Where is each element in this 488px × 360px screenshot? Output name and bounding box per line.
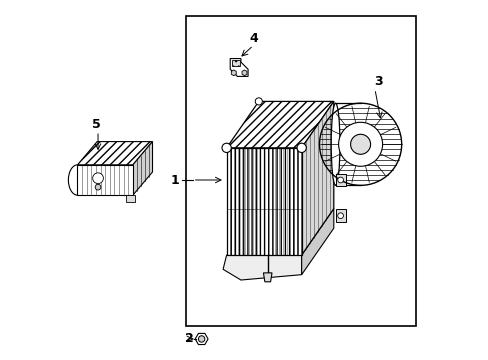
Circle shape bbox=[338, 122, 382, 166]
Circle shape bbox=[337, 213, 343, 219]
Polygon shape bbox=[77, 165, 133, 195]
Circle shape bbox=[255, 98, 262, 105]
Polygon shape bbox=[301, 102, 333, 255]
Polygon shape bbox=[226, 102, 333, 148]
Polygon shape bbox=[195, 333, 207, 345]
Bar bbox=[125, 195, 134, 202]
Circle shape bbox=[222, 143, 231, 153]
Text: 5: 5 bbox=[92, 118, 101, 131]
Polygon shape bbox=[231, 60, 240, 66]
Polygon shape bbox=[242, 70, 246, 76]
Text: 2: 2 bbox=[184, 333, 193, 346]
Polygon shape bbox=[226, 148, 301, 255]
Bar bbox=[185, 16, 415, 327]
Circle shape bbox=[93, 173, 103, 184]
Polygon shape bbox=[133, 141, 152, 195]
Polygon shape bbox=[77, 141, 152, 165]
Polygon shape bbox=[230, 59, 247, 76]
Circle shape bbox=[296, 143, 305, 153]
Text: 1: 1 bbox=[170, 174, 179, 186]
Circle shape bbox=[198, 336, 204, 342]
Ellipse shape bbox=[330, 103, 339, 185]
Text: 3: 3 bbox=[373, 75, 382, 88]
Polygon shape bbox=[263, 273, 271, 282]
Bar bbox=[335, 174, 345, 186]
Polygon shape bbox=[223, 255, 301, 280]
Polygon shape bbox=[231, 70, 236, 76]
Polygon shape bbox=[301, 208, 333, 275]
Bar bbox=[335, 209, 345, 222]
Circle shape bbox=[337, 177, 343, 183]
Circle shape bbox=[350, 134, 370, 154]
Text: 4: 4 bbox=[248, 32, 257, 45]
Circle shape bbox=[95, 184, 101, 190]
